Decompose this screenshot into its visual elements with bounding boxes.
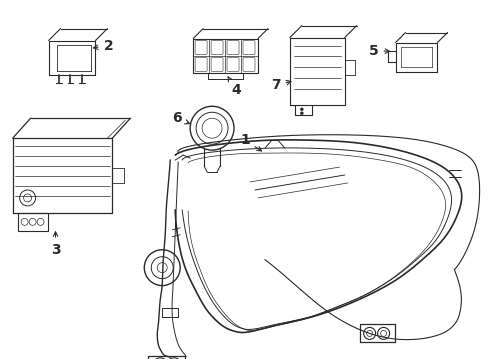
Text: 4: 4	[228, 77, 241, 97]
FancyBboxPatch shape	[211, 58, 223, 71]
FancyBboxPatch shape	[227, 41, 239, 54]
FancyBboxPatch shape	[243, 41, 255, 54]
Circle shape	[300, 112, 303, 115]
Text: 5: 5	[369, 44, 390, 58]
FancyBboxPatch shape	[195, 58, 207, 71]
FancyBboxPatch shape	[227, 58, 239, 71]
Circle shape	[300, 108, 303, 111]
FancyBboxPatch shape	[211, 41, 223, 54]
Text: 1: 1	[240, 133, 262, 151]
FancyBboxPatch shape	[243, 58, 255, 71]
Text: 6: 6	[172, 111, 190, 125]
Text: 2: 2	[94, 39, 113, 53]
Text: 3: 3	[51, 232, 60, 257]
FancyBboxPatch shape	[195, 41, 207, 54]
Text: 7: 7	[271, 78, 291, 93]
